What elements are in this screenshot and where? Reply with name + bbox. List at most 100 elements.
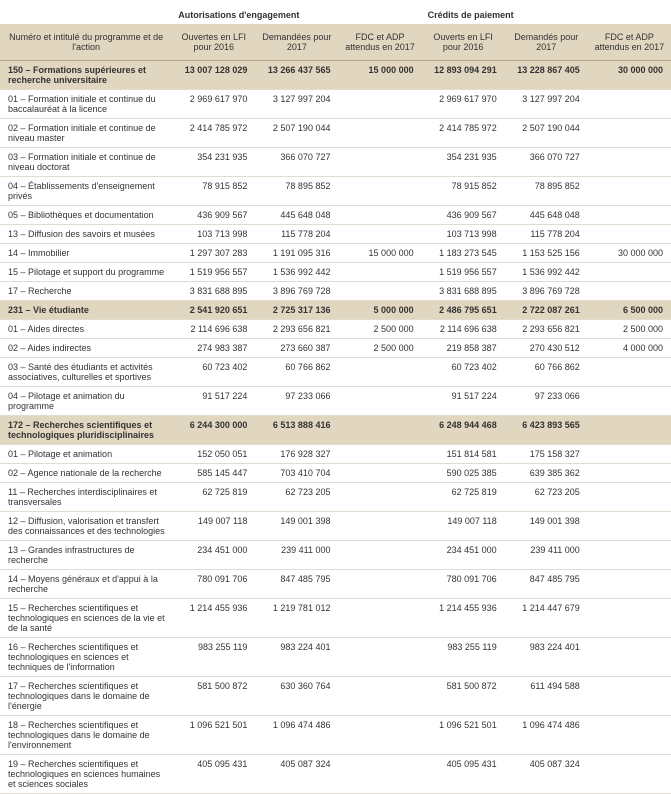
row-value: 581 500 872: [172, 676, 255, 715]
row-value: 60 723 402: [172, 357, 255, 386]
row-value: [588, 482, 671, 511]
row-value: 1 519 956 557: [422, 262, 505, 281]
row-label: 15 – Recherches scientifiques et technol…: [0, 598, 172, 637]
row-value: 3 831 688 895: [172, 281, 255, 300]
row-value: 1 214 447 679: [505, 598, 588, 637]
group-header-autorisations: Autorisations d'engagement: [172, 0, 421, 24]
row-value: 115 778 204: [255, 224, 338, 243]
row-value: 115 778 204: [505, 224, 588, 243]
row-value: 1 096 474 486: [505, 715, 588, 754]
row-label: 03 – Santé des étudiants et activités as…: [0, 357, 172, 386]
row-value: [588, 176, 671, 205]
table-row: 18 – Recherches scientifiques et technol…: [0, 715, 671, 754]
row-label: 17 – Recherche: [0, 281, 172, 300]
table-row: 05 – Bibliothèques et documentation436 9…: [0, 205, 671, 224]
row-label: 18 – Recherches scientifiques et technol…: [0, 715, 172, 754]
header-c2: Demandées pour 2017: [255, 24, 338, 60]
row-label: 02 – Aides indirectes: [0, 338, 172, 357]
table-row: 13 – Grandes infrastructures de recherch…: [0, 540, 671, 569]
row-value: [338, 357, 421, 386]
row-value: [588, 444, 671, 463]
row-value: 1 536 992 442: [505, 262, 588, 281]
row-label: 01 – Pilotage et animation: [0, 444, 172, 463]
table-row: 231 – Vie étudiante2 541 920 6512 725 31…: [0, 300, 671, 319]
row-value: 62 723 205: [255, 482, 338, 511]
header-c3: FDC et ADP attendus en 2017: [338, 24, 421, 60]
row-value: [588, 715, 671, 754]
row-label: 231 – Vie étudiante: [0, 300, 172, 319]
row-label: 04 – Pilotage et animation du programme: [0, 386, 172, 415]
row-value: [338, 511, 421, 540]
row-value: 3 896 769 728: [255, 281, 338, 300]
row-value: 366 070 727: [505, 147, 588, 176]
row-value: [588, 357, 671, 386]
row-value: 6 248 944 468: [422, 415, 505, 444]
table-row: 01 – Pilotage et animation152 050 051176…: [0, 444, 671, 463]
row-value: [338, 89, 421, 118]
row-value: 436 909 567: [422, 205, 505, 224]
row-value: 703 410 704: [255, 463, 338, 482]
row-value: 13 228 867 405: [505, 60, 588, 89]
row-value: [588, 281, 671, 300]
row-value: 103 713 998: [172, 224, 255, 243]
row-value: 585 145 447: [172, 463, 255, 482]
row-value: [338, 598, 421, 637]
row-label: 02 – Formation initiale et continue de n…: [0, 118, 172, 147]
row-value: [338, 118, 421, 147]
row-value: 3 127 997 204: [505, 89, 588, 118]
row-value: 1 297 307 283: [172, 243, 255, 262]
row-value: 2 725 317 136: [255, 300, 338, 319]
row-value: 1 214 455 936: [172, 598, 255, 637]
row-value: 270 430 512: [505, 338, 588, 357]
row-value: [588, 415, 671, 444]
row-value: 983 255 119: [172, 637, 255, 676]
row-value: 2 414 785 972: [422, 118, 505, 147]
header-c5: Demandés pour 2017: [505, 24, 588, 60]
row-value: 1 183 273 545: [422, 243, 505, 262]
row-value: [588, 598, 671, 637]
table-row: 02 – Formation initiale et continue de n…: [0, 118, 671, 147]
row-value: 13 007 128 029: [172, 60, 255, 89]
column-header-row: Numéro et intitulé du programme et de l'…: [0, 24, 671, 60]
row-value: [588, 637, 671, 676]
row-value: 1 096 521 501: [172, 715, 255, 754]
row-value: [338, 540, 421, 569]
row-value: 274 983 387: [172, 338, 255, 357]
row-label: 19 – Recherches scientifiques et technol…: [0, 754, 172, 793]
budget-table: Autorisations d'engagement Crédits de pa…: [0, 0, 671, 794]
row-value: 630 360 764: [255, 676, 338, 715]
row-value: 2 507 190 044: [255, 118, 338, 147]
row-value: 405 095 431: [422, 754, 505, 793]
row-label: 172 – Recherches scientifiques et techno…: [0, 415, 172, 444]
row-value: [588, 511, 671, 540]
row-value: 78 915 852: [422, 176, 505, 205]
row-value: 1 214 455 936: [422, 598, 505, 637]
row-value: 3 127 997 204: [255, 89, 338, 118]
row-value: 234 451 000: [172, 540, 255, 569]
row-value: [338, 715, 421, 754]
table-row: 14 – Moyens généraux et d'appui à la rec…: [0, 569, 671, 598]
row-value: 219 858 387: [422, 338, 505, 357]
table-row: 04 – Pilotage et animation du programme9…: [0, 386, 671, 415]
row-label: 01 – Aides directes: [0, 319, 172, 338]
row-value: 983 255 119: [422, 637, 505, 676]
row-value: [338, 463, 421, 482]
row-value: [338, 637, 421, 676]
row-value: 30 000 000: [588, 243, 671, 262]
row-value: 780 091 706: [422, 569, 505, 598]
row-value: [588, 569, 671, 598]
row-value: 983 224 401: [255, 637, 338, 676]
row-value: 2 293 656 821: [255, 319, 338, 338]
row-value: [588, 463, 671, 482]
row-value: [338, 147, 421, 176]
row-value: 6 500 000: [588, 300, 671, 319]
row-value: [338, 415, 421, 444]
row-value: 1 096 521 501: [422, 715, 505, 754]
row-value: 780 091 706: [172, 569, 255, 598]
row-value: 611 494 588: [505, 676, 588, 715]
row-value: 2 486 795 651: [422, 300, 505, 319]
table-row: 04 – Établissements d'enseignement privé…: [0, 176, 671, 205]
row-value: [338, 676, 421, 715]
row-value: 2 114 696 638: [422, 319, 505, 338]
row-value: 176 928 327: [255, 444, 338, 463]
